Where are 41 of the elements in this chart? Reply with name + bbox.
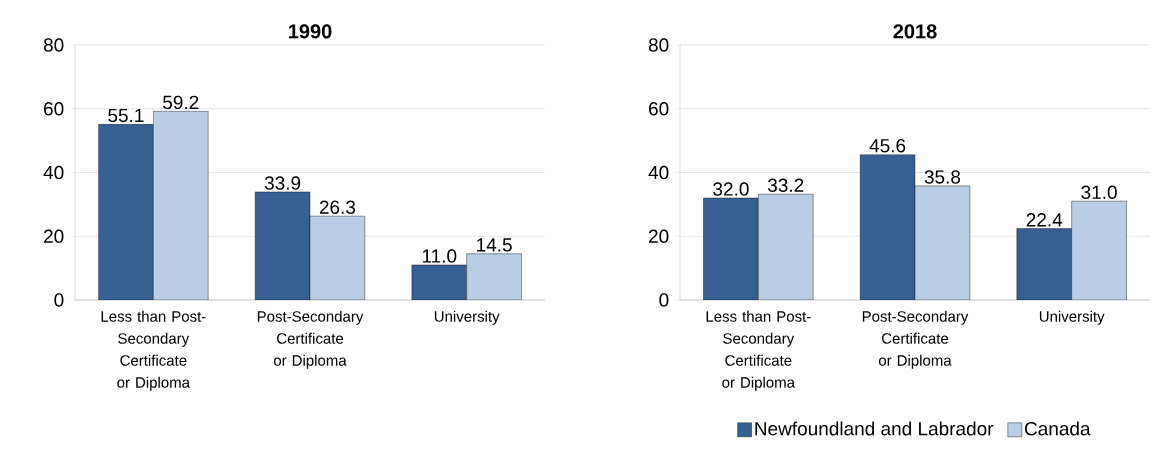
bar — [1071, 200, 1127, 300]
bar — [254, 191, 311, 300]
bar — [703, 197, 759, 300]
y-tick-label: 40 — [648, 165, 669, 180]
data-label: 26.3 — [319, 200, 356, 214]
legend-label: Canada — [1024, 421, 1091, 436]
chart-title: 1990 — [289, 24, 332, 39]
data-label: 59.2 — [163, 95, 199, 110]
bar — [98, 124, 154, 300]
bar — [914, 185, 971, 300]
data-label: 31.0 — [1081, 185, 1117, 199]
y-tick-label: 60 — [649, 102, 669, 116]
x-tick-label: University — [1039, 310, 1105, 325]
bar — [411, 264, 467, 300]
bar — [758, 193, 814, 300]
data-label: 35.8 — [924, 170, 961, 184]
bar — [859, 154, 916, 300]
data-label: 14.5 — [477, 238, 512, 252]
data-label: 32.0 — [713, 182, 749, 196]
data-label: 11.0 — [422, 249, 457, 263]
data-label: 45.6 — [869, 138, 906, 153]
x-tick-label: Less than Post-Secondary Certificate or Diploma — [706, 310, 811, 391]
data-label: 33.9 — [264, 176, 301, 190]
y-tick-label: 80 — [648, 38, 669, 52]
y-tick-label: 40 — [43, 165, 64, 180]
legend-label: Newfoundland and Labrador — [755, 421, 994, 436]
y-tick-label: 80 — [43, 38, 64, 52]
data-label: 33.2 — [767, 178, 804, 192]
bar — [1016, 228, 1072, 300]
y-tick-label: 20 — [44, 229, 64, 243]
data-label: 55.1 — [108, 108, 144, 123]
y-tick-label: 0 — [54, 293, 64, 307]
y-tick-label: 20 — [649, 229, 669, 243]
y-tick-label: 0 — [659, 293, 669, 307]
x-tick-label: Post-Secondary Certificate or Diploma — [257, 310, 364, 369]
data-label: 22.4 — [1026, 213, 1063, 227]
x-tick-label: Less than Post-Secondary Certificate or Diploma — [101, 310, 206, 391]
x-tick-label: University — [434, 310, 500, 325]
chart-title: 2018 — [893, 24, 937, 39]
x-tick-label: Post-Secondary Certificate or Diploma — [862, 310, 969, 369]
y-tick-label: 60 — [44, 102, 64, 116]
